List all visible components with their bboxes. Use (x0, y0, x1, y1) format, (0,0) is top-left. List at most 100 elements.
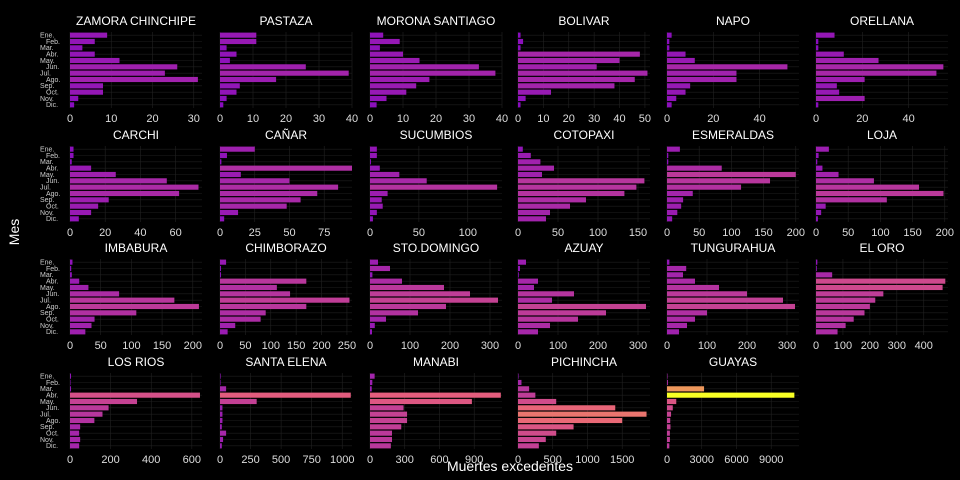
bar (518, 398, 557, 405)
bar (220, 411, 223, 417)
bar (667, 278, 695, 284)
bar (370, 265, 390, 272)
panel-title: EL ORO (860, 241, 905, 255)
bar (70, 284, 89, 291)
panel-title: SUCUMBIOS (400, 128, 473, 142)
x-tick-label: 1000 (330, 454, 354, 466)
bar (220, 76, 277, 83)
bar (667, 171, 796, 178)
bar (667, 57, 695, 64)
panel-title: NAPO (716, 14, 750, 28)
bar (816, 310, 865, 316)
bar (70, 398, 138, 405)
x-tick-label: 0 (813, 340, 819, 352)
bar (370, 184, 498, 190)
bar (816, 316, 854, 322)
bar (70, 102, 75, 108)
x-tick-label: 750 (302, 454, 320, 466)
bar (518, 190, 625, 197)
x-tick-label: 0 (217, 340, 223, 352)
y-tick-label: Oct. (46, 204, 59, 211)
bar (816, 165, 823, 171)
bar (518, 430, 557, 436)
bar (370, 64, 479, 70)
bar (70, 95, 79, 102)
bar (220, 259, 227, 265)
bar (816, 291, 884, 297)
bar (816, 178, 874, 184)
y-tick-label: Ene. (40, 260, 54, 267)
x-tick-label: 30 (588, 113, 600, 125)
y-tick-label: Oct. (46, 431, 59, 438)
y-tick-label: Abr. (46, 166, 59, 173)
y-tick-label: May. (40, 58, 55, 65)
bar (667, 443, 670, 449)
y-tick-label: Ago. (46, 191, 60, 198)
bar (220, 284, 277, 291)
bar (70, 411, 103, 417)
x-tick-label: 0 (217, 227, 223, 239)
bar (816, 51, 844, 57)
y-tick-label: Nov. (40, 437, 54, 444)
x-tick-label: 30 (313, 113, 325, 125)
y-tick-label: Ene. (40, 147, 54, 154)
bar (518, 297, 552, 303)
bar (70, 209, 92, 216)
x-tick-label: 0 (515, 454, 521, 466)
bar (220, 64, 306, 70)
y-tick-label: Mar. (40, 159, 54, 166)
bar (370, 171, 400, 178)
bar (220, 424, 222, 430)
panel: AZUAY 0 100 200 300 (515, 241, 650, 352)
bar (70, 265, 72, 272)
bar (518, 57, 620, 64)
bar (816, 184, 920, 190)
x-tick-label: 250 (241, 454, 259, 466)
bar (370, 284, 444, 291)
y-tick-label: Abr. (46, 393, 59, 400)
bar (70, 146, 74, 152)
x-tick-label: 50 (552, 227, 564, 239)
x-tick-label: 600 (430, 454, 448, 466)
panel: SUCUMBIOS 0 50 100 (367, 128, 502, 239)
bar (667, 436, 670, 443)
bar (518, 89, 551, 95)
panel: ESMERALDAS 0 50 100 150 200 (664, 128, 805, 239)
panel-title: BOLIVAR (558, 14, 609, 28)
bar (70, 159, 72, 165)
bar (70, 322, 92, 329)
bar (370, 278, 402, 284)
y-tick-label: Jun. (46, 405, 59, 412)
bar (667, 265, 687, 272)
bar (220, 398, 257, 405)
bar (667, 310, 707, 316)
bar (370, 152, 377, 159)
bar (70, 32, 108, 38)
bar (70, 386, 72, 392)
x-tick-label: 0 (367, 113, 373, 125)
x-tick-label: 0 (67, 340, 73, 352)
x-tick-label: 40 (754, 113, 766, 125)
x-tick-label: 75 (318, 227, 330, 239)
bar (518, 45, 521, 51)
panel: STO.DOMINGO 0 100 200 300 (367, 241, 502, 352)
bar (370, 379, 373, 386)
bar (816, 216, 818, 222)
bar (667, 303, 795, 310)
y-tick-label: Feb. (46, 380, 60, 387)
bar (518, 417, 623, 424)
bar (518, 197, 586, 203)
bar (518, 83, 615, 89)
y-tick-label: May. (40, 399, 55, 406)
bar (220, 209, 239, 216)
bar (70, 178, 167, 184)
bar (70, 303, 199, 310)
panel: CHIMBORAZO 0 50 100 150 200 250 (217, 241, 356, 352)
bar (370, 316, 386, 322)
bar (220, 57, 230, 64)
panel: ORELLANA 0 20 40 (813, 14, 948, 125)
y-tick-label: Mar. (40, 45, 54, 52)
y-tick-label: Jul. (40, 71, 51, 78)
bar (220, 152, 227, 159)
x-tick-label: 50 (283, 227, 295, 239)
